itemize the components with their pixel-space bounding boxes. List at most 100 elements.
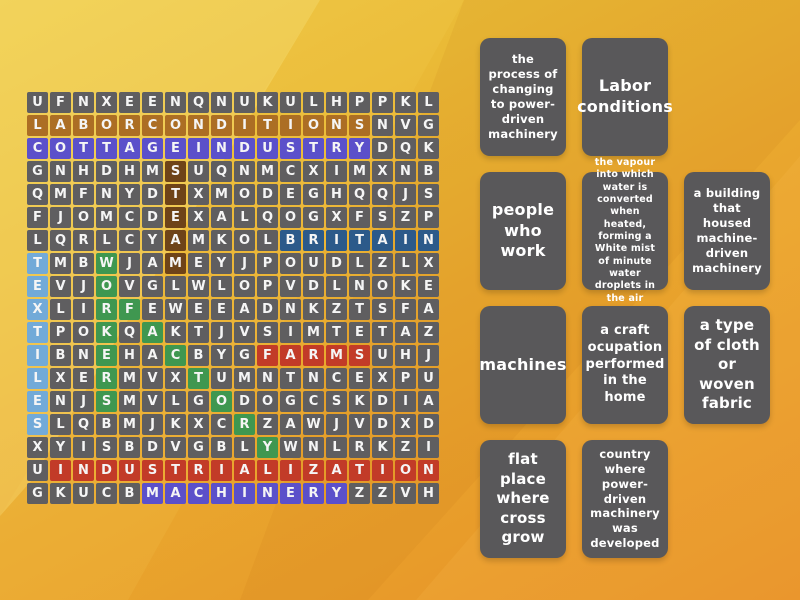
- grid-cell[interactable]: A: [395, 322, 416, 343]
- grid-cell[interactable]: Z: [418, 322, 439, 343]
- grid-cell[interactable]: I: [211, 460, 232, 481]
- grid-cell[interactable]: M: [326, 345, 347, 366]
- grid-cell[interactable]: U: [211, 368, 232, 389]
- grid-cell[interactable]: J: [50, 207, 71, 228]
- grid-cell[interactable]: Z: [395, 437, 416, 458]
- grid-cell[interactable]: S: [372, 299, 393, 320]
- grid-cell[interactable]: J: [395, 184, 416, 205]
- grid-cell[interactable]: T: [303, 138, 324, 159]
- grid-cell[interactable]: Z: [257, 414, 278, 435]
- grid-cell[interactable]: W: [280, 437, 301, 458]
- grid-cell[interactable]: N: [50, 161, 71, 182]
- grid-cell[interactable]: F: [119, 299, 140, 320]
- grid-cell[interactable]: S: [27, 414, 48, 435]
- grid-cell[interactable]: L: [165, 391, 186, 412]
- grid-cell[interactable]: O: [73, 207, 94, 228]
- grid-cell[interactable]: C: [188, 483, 209, 504]
- grid-cell[interactable]: G: [280, 391, 301, 412]
- grid-cell[interactable]: E: [96, 345, 117, 366]
- grid-cell[interactable]: W: [188, 276, 209, 297]
- grid-cell[interactable]: X: [372, 161, 393, 182]
- grid-cell[interactable]: N: [303, 368, 324, 389]
- grid-cell[interactable]: U: [303, 253, 324, 274]
- grid-cell[interactable]: K: [349, 391, 370, 412]
- grid-cell[interactable]: K: [418, 138, 439, 159]
- grid-cell[interactable]: L: [326, 437, 347, 458]
- grid-cell[interactable]: C: [142, 115, 163, 136]
- grid-cell[interactable]: F: [349, 207, 370, 228]
- grid-cell[interactable]: P: [257, 276, 278, 297]
- grid-cell[interactable]: T: [165, 184, 186, 205]
- grid-cell[interactable]: R: [119, 115, 140, 136]
- grid-cell[interactable]: L: [234, 207, 255, 228]
- grid-cell[interactable]: B: [73, 253, 94, 274]
- grid-cell[interactable]: C: [211, 414, 232, 435]
- grid-cell[interactable]: K: [303, 299, 324, 320]
- grid-cell[interactable]: U: [27, 460, 48, 481]
- grid-cell[interactable]: Z: [372, 483, 393, 504]
- grid-cell[interactable]: M: [234, 368, 255, 389]
- grid-cell[interactable]: S: [280, 138, 301, 159]
- grid-cell[interactable]: X: [418, 253, 439, 274]
- grid-cell[interactable]: U: [119, 460, 140, 481]
- grid-cell[interactable]: I: [73, 299, 94, 320]
- grid-cell[interactable]: V: [142, 391, 163, 412]
- grid-cell[interactable]: P: [395, 368, 416, 389]
- grid-cell[interactable]: P: [257, 253, 278, 274]
- grid-cell[interactable]: S: [96, 391, 117, 412]
- grid-cell[interactable]: S: [142, 460, 163, 481]
- grid-cell[interactable]: K: [165, 322, 186, 343]
- grid-cell[interactable]: O: [96, 115, 117, 136]
- grid-cell[interactable]: A: [418, 299, 439, 320]
- grid-cell[interactable]: B: [280, 230, 301, 251]
- grid-cell[interactable]: L: [257, 230, 278, 251]
- grid-cell[interactable]: O: [234, 230, 255, 251]
- grid-cell[interactable]: R: [73, 230, 94, 251]
- grid-cell[interactable]: U: [372, 345, 393, 366]
- grid-cell[interactable]: Q: [27, 184, 48, 205]
- grid-cell[interactable]: I: [280, 115, 301, 136]
- grid-cell[interactable]: E: [349, 322, 370, 343]
- grid-cell[interactable]: O: [395, 460, 416, 481]
- grid-cell[interactable]: B: [188, 345, 209, 366]
- grid-cell[interactable]: M: [165, 253, 186, 274]
- grid-cell[interactable]: D: [142, 184, 163, 205]
- grid-cell[interactable]: D: [142, 437, 163, 458]
- grid-cell[interactable]: C: [119, 230, 140, 251]
- grid-cell[interactable]: J: [142, 414, 163, 435]
- grid-cell[interactable]: X: [188, 414, 209, 435]
- grid-cell[interactable]: O: [234, 276, 255, 297]
- grid-cell[interactable]: Q: [349, 184, 370, 205]
- grid-cell[interactable]: Y: [211, 345, 232, 366]
- grid-cell[interactable]: E: [119, 92, 140, 113]
- grid-cell[interactable]: Q: [50, 230, 71, 251]
- grid-cell[interactable]: A: [142, 253, 163, 274]
- grid-cell[interactable]: N: [257, 368, 278, 389]
- grid-cell[interactable]: A: [280, 414, 301, 435]
- grid-cell[interactable]: O: [280, 207, 301, 228]
- grid-cell[interactable]: G: [188, 437, 209, 458]
- grid-cell[interactable]: L: [418, 92, 439, 113]
- grid-cell[interactable]: R: [234, 414, 255, 435]
- grid-cell[interactable]: G: [27, 483, 48, 504]
- grid-cell[interactable]: V: [234, 322, 255, 343]
- grid-cell[interactable]: K: [257, 92, 278, 113]
- grid-cell[interactable]: T: [96, 138, 117, 159]
- grid-cell[interactable]: I: [395, 391, 416, 412]
- grid-cell[interactable]: R: [188, 460, 209, 481]
- grid-cell[interactable]: M: [142, 483, 163, 504]
- grid-cell[interactable]: X: [27, 437, 48, 458]
- grid-cell[interactable]: E: [211, 299, 232, 320]
- grid-cell[interactable]: T: [372, 322, 393, 343]
- grid-cell[interactable]: A: [165, 483, 186, 504]
- grid-cell[interactable]: A: [211, 207, 232, 228]
- grid-cell[interactable]: I: [234, 115, 255, 136]
- grid-cell[interactable]: R: [349, 437, 370, 458]
- grid-cell[interactable]: T: [27, 253, 48, 274]
- grid-cell[interactable]: G: [303, 207, 324, 228]
- grid-cell[interactable]: P: [418, 207, 439, 228]
- grid-cell[interactable]: D: [257, 184, 278, 205]
- grid-cell[interactable]: T: [73, 138, 94, 159]
- grid-cell[interactable]: T: [188, 368, 209, 389]
- grid-cell[interactable]: V: [142, 368, 163, 389]
